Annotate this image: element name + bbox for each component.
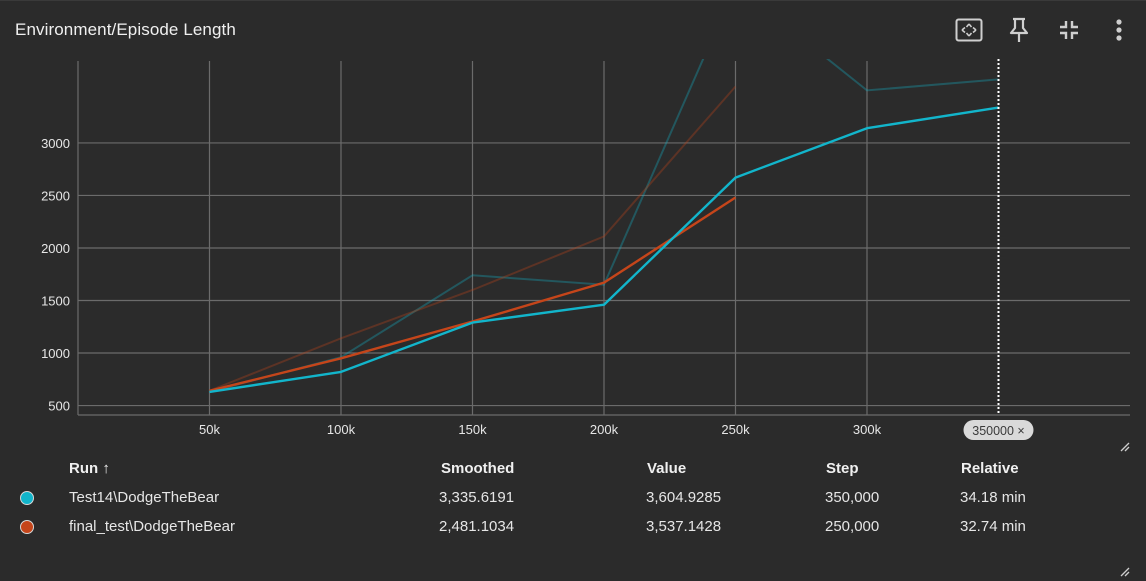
pin-button[interactable] [1004,15,1034,45]
series-raw-line-1 [209,85,737,392]
collapse-icon [1060,21,1078,39]
series-smoothed-line-0 [209,106,999,394]
y-tick-label: 3000 [41,136,70,151]
card-resize-handle-icon[interactable] [1120,567,1130,577]
col-header-relative[interactable]: Relative [961,460,1019,477]
more-options-button[interactable] [1104,15,1134,45]
smoothed-value: 2,481.1034 [439,518,515,535]
line-chart[interactable]: 500 1000 1500 2000 2500 3000 50k 100k 150k 200k 25… [0,1,1146,451]
raw-value: 3,537.1428 [646,518,722,535]
relative-time: 32.74 min [960,518,1026,535]
fit-domain-icon [955,18,983,42]
x-tick-label: 100k [327,422,356,437]
x-tick-label: 200k [590,422,619,437]
y-tick-label: 500 [48,399,70,414]
fit-domain-button[interactable] [954,15,984,45]
y-tick-label: 2500 [41,188,70,203]
col-header-value[interactable]: Value [647,460,687,477]
x-tick-label: 50k [199,422,220,437]
run-name: final_test\DodgeTheBear [69,518,235,535]
raw-value: 3,604.9285 [646,489,722,506]
smoothed-value: 3,335.6191 [439,489,515,506]
col-header-run[interactable]: Run ↑ [69,460,110,477]
step-value: 350,000 [825,489,880,506]
more-vert-icon [1116,19,1122,41]
card-title: Environment/Episode Length [15,20,236,39]
hover-step-label: 350000 × [972,424,1024,438]
chart-resize-handle-icon[interactable] [1120,442,1130,452]
run-name: Test14\DodgeTheBear [69,489,220,506]
card-toolbar [934,15,1134,45]
collapse-button[interactable] [1054,15,1084,45]
x-tick-label: 250k [721,422,750,437]
x-tick-label: 300k [853,422,882,437]
y-tick-label: 1500 [41,294,70,309]
run-color-dot [20,491,34,505]
hover-step-chip [963,420,1034,440]
y-tick-label: 2000 [41,241,70,256]
y-tick-label: 1000 [41,346,70,361]
pin-icon [1009,17,1029,42]
col-header-step[interactable]: Step [826,460,859,477]
relative-time: 34.18 min [960,489,1026,506]
col-header-smoothed[interactable]: Smoothed [441,460,515,477]
step-value: 250,000 [825,518,880,535]
run-color-dot [20,520,34,534]
x-tick-label: 150k [458,422,487,437]
